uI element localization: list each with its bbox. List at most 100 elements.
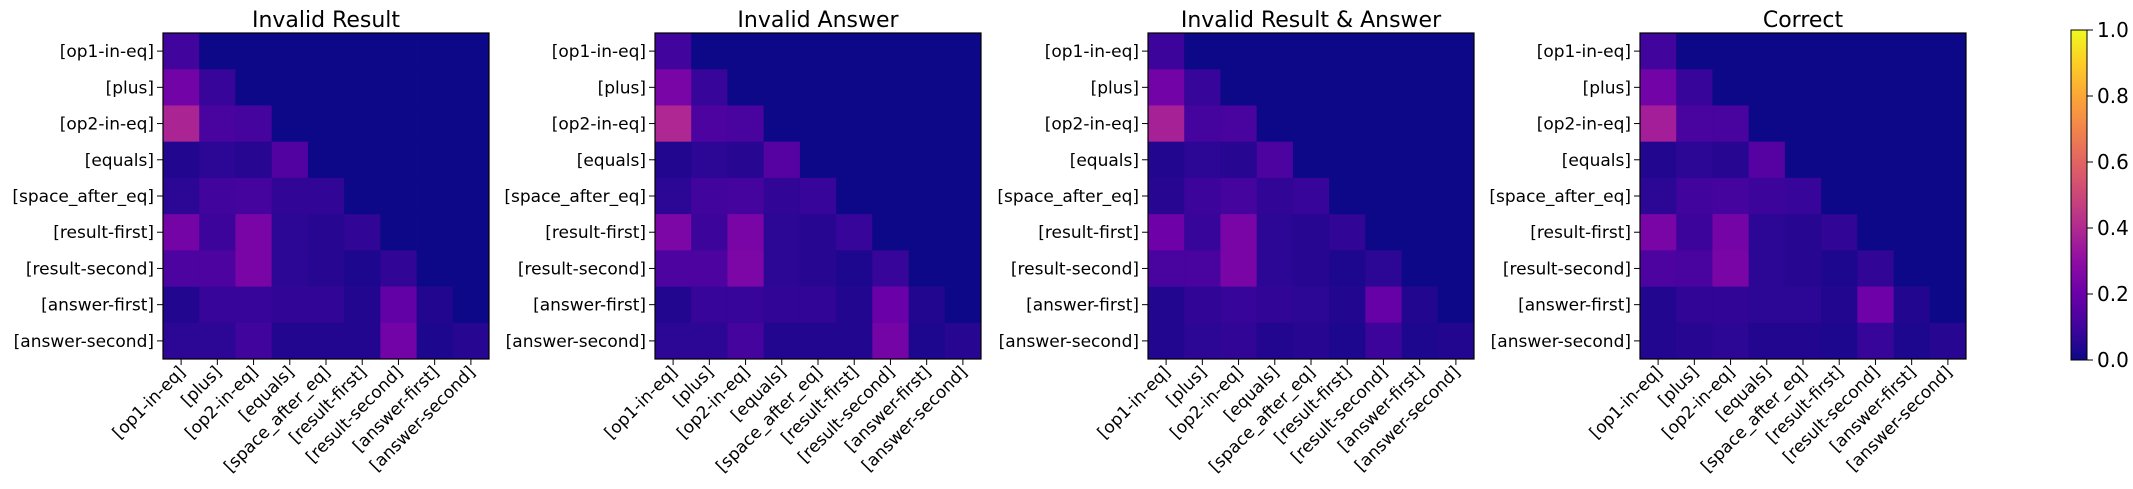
heatmap-cell xyxy=(307,177,345,215)
heatmap-cell xyxy=(1148,214,1185,251)
heatmap-cell xyxy=(1184,250,1221,287)
heatmap-cell xyxy=(727,177,765,215)
heatmap-cell xyxy=(271,105,309,143)
y-tick-label: [result-first] xyxy=(1530,223,1631,243)
heatmap-cell xyxy=(416,286,454,324)
heatmap-cell xyxy=(1821,105,1858,143)
heatmap-cell xyxy=(1220,250,1258,287)
heatmap-cell xyxy=(872,214,909,251)
x-tick-label: [op1-in-eq] xyxy=(1094,362,1175,443)
heatmap-cell xyxy=(944,322,982,360)
heatmap-cell xyxy=(344,33,381,70)
heatmap-cell xyxy=(271,141,309,179)
heatmap-cell xyxy=(1148,105,1185,143)
heatmap-cell xyxy=(1292,69,1330,106)
heatmap-cell xyxy=(163,69,200,106)
heatmap-cell xyxy=(1329,69,1366,106)
heatmap-cell xyxy=(763,69,801,106)
heatmap-cell xyxy=(416,33,454,70)
y-tick-label: [op1-in-eq] xyxy=(60,42,154,62)
heatmap-cell xyxy=(1437,322,1475,360)
heatmap-cell xyxy=(1748,69,1786,106)
heatmap-cell xyxy=(908,33,946,70)
heatmap-cell xyxy=(1929,177,1967,215)
heatmap-cell xyxy=(199,286,236,324)
heatmap-cell xyxy=(1712,286,1750,324)
heatmap-cell xyxy=(908,250,946,287)
y-tick-label: [answer-first] xyxy=(1518,296,1631,316)
heatmap-panel-4: Correct [op1-in-eq] [plus] [op2-in-eq] [equa… xyxy=(1489,8,1967,477)
heatmap-cell xyxy=(691,33,728,70)
heatmap-cell xyxy=(1712,250,1750,287)
heatmap-cell xyxy=(1292,33,1330,70)
y-tick-label: [result-second] xyxy=(1503,259,1631,279)
heatmap-cell xyxy=(1893,177,1931,215)
heatmap-cell xyxy=(1784,33,1822,70)
heatmap-cell xyxy=(1329,33,1366,70)
heatmap-cell xyxy=(1256,141,1294,179)
heatmap-cell xyxy=(1893,141,1931,179)
heatmap-cell xyxy=(1857,250,1894,287)
heatmap-cell xyxy=(1148,286,1185,324)
heatmap-cell xyxy=(1437,177,1475,215)
heatmap-cell xyxy=(1857,69,1894,106)
heatmap-cell xyxy=(1821,33,1858,70)
heatmap-cell xyxy=(1640,322,1677,360)
heatmap-cell xyxy=(799,322,837,360)
heatmap-cell xyxy=(1821,286,1858,324)
heatmap-cell xyxy=(1401,286,1439,324)
heatmap-cell xyxy=(655,177,692,215)
heatmap-cell xyxy=(1784,105,1822,143)
heatmap-cell xyxy=(763,141,801,179)
heatmap-cell xyxy=(1676,322,1713,360)
heatmap-cell xyxy=(199,214,236,251)
heatmap-cell xyxy=(1401,69,1439,106)
heatmap-cell xyxy=(1220,214,1258,251)
y-tick-label: [op1-in-eq] xyxy=(1045,42,1139,62)
heatmap-cell xyxy=(1929,33,1967,70)
heatmap-cell xyxy=(1256,177,1294,215)
heatmap-cell xyxy=(1676,250,1713,287)
heatmap-cell xyxy=(799,69,837,106)
heatmap-cell xyxy=(1292,141,1330,179)
heatmap-cell xyxy=(1292,105,1330,143)
heatmap-cell xyxy=(1365,177,1402,215)
heatmap-cell xyxy=(1148,141,1185,179)
y-tick-label: [answer-first] xyxy=(41,296,154,316)
heatmap-cell xyxy=(1401,214,1439,251)
colorbar-tick-label: 1.0 xyxy=(2097,18,2129,42)
heatmap-cell xyxy=(1148,177,1185,215)
heatmap-cell xyxy=(872,250,909,287)
heatmap-cell xyxy=(307,69,345,106)
y-tick-label: [equals] xyxy=(1070,151,1139,171)
heatmap-cell xyxy=(1929,322,1967,360)
heatmap-cell xyxy=(763,250,801,287)
heatmap-cell xyxy=(1748,250,1786,287)
heatmap-cell xyxy=(1640,177,1677,215)
heatmap-cell xyxy=(1329,286,1366,324)
heatmap-cell xyxy=(307,250,345,287)
heatmap-cell xyxy=(163,105,200,143)
heatmap-cell xyxy=(1857,214,1894,251)
heatmap-cell xyxy=(1893,69,1931,106)
heatmap-cell xyxy=(836,250,873,287)
heatmap-cell xyxy=(799,105,837,143)
heatmap-cell xyxy=(452,177,490,215)
heatmap-cell xyxy=(1712,322,1750,360)
heatmap-cell xyxy=(1437,250,1475,287)
heatmap-cell xyxy=(799,177,837,215)
heatmap-cell xyxy=(1365,214,1402,251)
y-tick-label: [op1-in-eq] xyxy=(552,42,646,62)
heatmap-cell xyxy=(1220,177,1258,215)
heatmap-cell xyxy=(380,105,417,143)
heatmap-cell xyxy=(944,69,982,106)
heatmap-cell xyxy=(1929,250,1967,287)
heatmap-cell xyxy=(199,322,236,360)
heatmap-cell xyxy=(1893,105,1931,143)
heatmap-cell xyxy=(1256,250,1294,287)
heatmap-cell xyxy=(1929,141,1967,179)
heatmap-cell xyxy=(163,177,200,215)
heatmap-cell xyxy=(908,69,946,106)
heatmap-cell xyxy=(655,105,692,143)
heatmap-cell xyxy=(1857,105,1894,143)
